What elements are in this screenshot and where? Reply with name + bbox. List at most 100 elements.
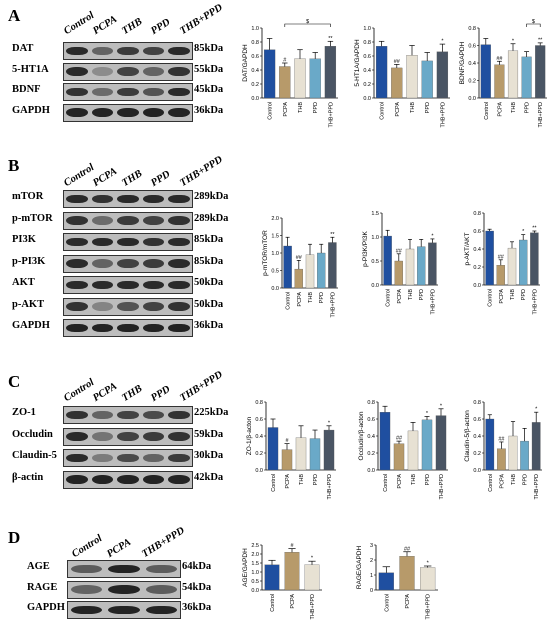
significance-mark: * (431, 233, 434, 239)
lane-label: Control (70, 533, 105, 560)
y-tick-label: 0.0 (473, 468, 481, 474)
category-label: PCPA (397, 289, 403, 304)
significance-mark: * (440, 403, 443, 409)
category-label: PCPA (395, 102, 401, 117)
blot-band (91, 108, 114, 117)
y-tick-label: 0.4 (367, 434, 375, 440)
category-label: Control (270, 594, 276, 612)
blot-band (142, 259, 165, 268)
y-axis-label: DAT/GAPDH (242, 44, 249, 82)
panel-letter: B (8, 156, 20, 175)
category-label: PPD (319, 292, 325, 303)
bar (378, 572, 394, 591)
category-label: THB (308, 292, 314, 303)
kda-label: 36kDa (182, 602, 212, 613)
blot-label: Occludin (12, 428, 53, 440)
blot-band (91, 432, 114, 441)
category-label: Control (488, 289, 494, 307)
significance-mark: ** (532, 226, 537, 232)
y-tick-label: 1.5 (251, 561, 259, 567)
blot-label: GAPDH (12, 104, 50, 116)
significance-mark: * (522, 229, 525, 235)
y-tick-label: 0.0 (367, 468, 375, 474)
lane-label: PPD (149, 168, 173, 189)
kda-label: 36kDa (194, 320, 224, 331)
bar-chart: 0.0 0.5 1.0 1.5 2.0 p-mTOR/mTOR Control ## PCPA T… (262, 216, 338, 318)
category-label: Control (386, 289, 392, 307)
comparison-bracket (284, 23, 331, 27)
category-label: THB+PPD (430, 289, 436, 315)
category-label: PCPA (285, 474, 291, 489)
bar (428, 242, 437, 286)
category-label: PCPA (290, 594, 296, 609)
y-tick-label: 0.6 (473, 417, 481, 423)
blot-label: Claudin-5 (12, 450, 57, 461)
bar (279, 66, 291, 99)
bar (494, 64, 505, 99)
y-tick-label: 0.6 (251, 54, 259, 60)
significance-mark: * (311, 556, 314, 562)
significance-mark: ## (296, 255, 303, 261)
blot-band (70, 585, 103, 594)
y-tick-label: 1.0 (271, 251, 279, 257)
blot-band (117, 432, 139, 441)
y-tick-label: 2 (370, 558, 373, 564)
significance-mark: * (535, 407, 538, 413)
kda-label: 36kDa (194, 104, 224, 116)
blot-band (117, 46, 139, 56)
blot-band (117, 216, 139, 225)
y-tick-label: 0.4 (251, 68, 259, 74)
y-tick-label: 0.2 (468, 79, 476, 85)
bar (519, 239, 528, 286)
panel-letter: A (8, 6, 21, 25)
blot-band (145, 585, 177, 594)
bar (284, 552, 300, 591)
blot-band (66, 432, 88, 441)
bracket-label: $ (306, 19, 309, 25)
blot-band (168, 194, 190, 204)
blot-band (142, 410, 165, 420)
blot-strip (63, 276, 193, 294)
blot-band (117, 259, 139, 268)
category-label: THB (298, 102, 304, 113)
bar (295, 437, 307, 471)
blot-label: GAPDH (12, 320, 50, 331)
category-label: PPD (425, 474, 431, 485)
y-tick-label: 0.0 (251, 588, 259, 594)
blot-band (91, 323, 114, 333)
blot-band (117, 67, 139, 76)
bar (391, 67, 403, 99)
significance-mark: * (441, 39, 444, 45)
lane-label: Control (62, 10, 97, 37)
significance-mark: * (328, 420, 331, 426)
category-label: PCPA (283, 102, 289, 117)
blot-strip (63, 470, 193, 489)
blot-label: AKT (12, 277, 35, 288)
bar (535, 45, 546, 99)
category-label: PCPA (497, 102, 503, 117)
y-tick-label: 0.6 (255, 417, 263, 423)
blot-band (117, 237, 139, 247)
y-tick-label: 2.5 (251, 543, 259, 549)
significance-mark: ** (328, 36, 333, 42)
bar (263, 49, 276, 99)
blot-band (168, 108, 190, 117)
kda-label: 64kDa (182, 561, 212, 572)
blot-band (66, 194, 88, 204)
category-label: PPD (523, 474, 529, 485)
y-tick-label: 0.4 (473, 247, 481, 253)
y-tick-label: 0.4 (255, 434, 263, 440)
blot-band (66, 475, 88, 484)
bar (496, 265, 505, 286)
bar-chart: 0.0 0.2 0.4 0.6 0.8 1.0 5-HT1A/GAPDH Control ## P… (354, 26, 450, 128)
y-tick-label: 0.0 (363, 96, 371, 102)
bar (417, 246, 426, 286)
kda-label: 85kDa (194, 255, 224, 267)
y-axis-label: p-PI3K/PI3K (362, 230, 369, 266)
y-tick-label: 0.4 (363, 68, 371, 74)
category-label: THB+PPD (327, 474, 333, 500)
y-tick-label: 0 (370, 588, 373, 594)
blot-band (168, 67, 190, 76)
y-tick-label: 0.8 (367, 400, 375, 406)
